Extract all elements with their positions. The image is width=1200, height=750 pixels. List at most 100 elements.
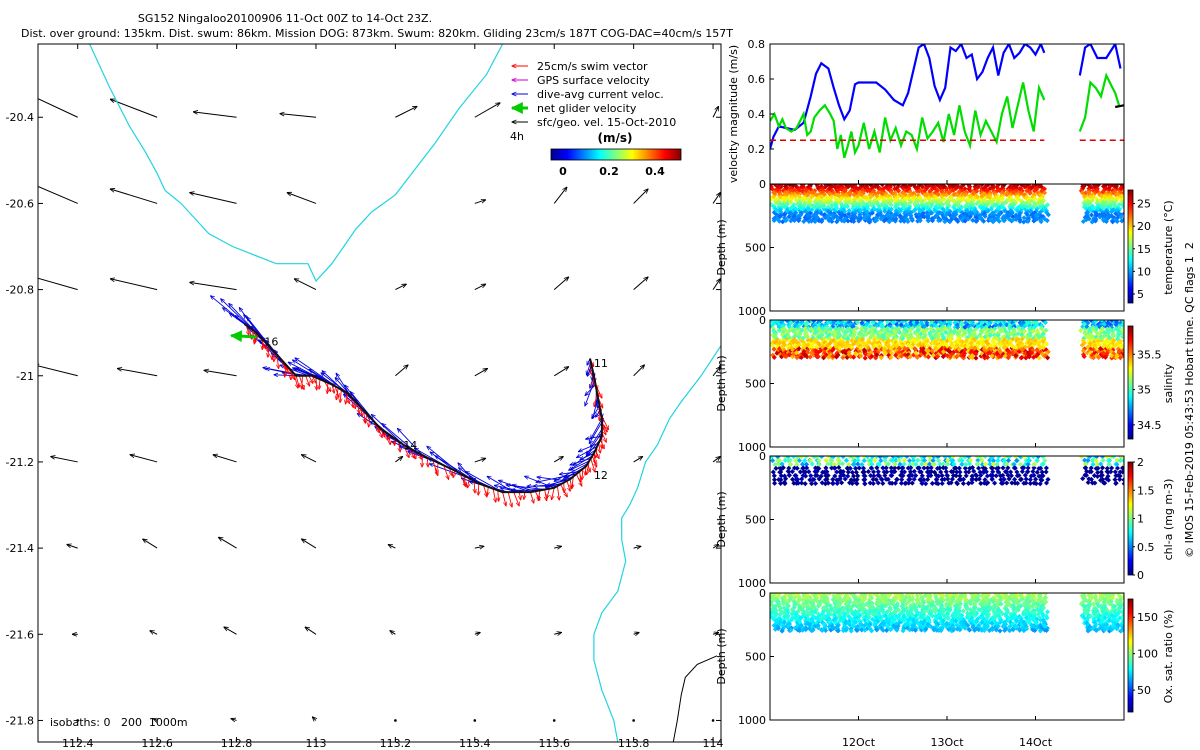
salinity-point	[1090, 355, 1097, 361]
salinity-point	[840, 355, 846, 361]
temperature-point	[1025, 218, 1031, 224]
chlorophyll-point	[880, 480, 886, 486]
chlorophyll-point	[996, 456, 1002, 460]
dac-vector	[459, 468, 484, 486]
swim-vector	[443, 465, 449, 479]
chlorophyll-point	[823, 457, 829, 463]
oxygen-point	[923, 626, 929, 632]
oxygen-point	[812, 609, 818, 615]
salinity-point	[998, 353, 1004, 359]
chlorophyll-point	[1043, 469, 1049, 475]
chlorophyll-point	[1113, 480, 1119, 486]
chlorophyll-point	[1100, 457, 1106, 463]
temperature-point	[791, 217, 797, 224]
chlorophyll-point	[987, 457, 993, 463]
surface-vector	[712, 545, 718, 549]
surface-vector	[294, 279, 317, 291]
swim-vector	[547, 488, 550, 499]
surface-vector	[395, 457, 402, 463]
salinity-point	[898, 322, 904, 328]
chlorophyll-point	[896, 465, 902, 471]
map-ytick-label: -21	[16, 370, 34, 383]
chlorophyll-point	[902, 480, 908, 486]
salinity-point	[863, 325, 869, 331]
map-ytick-label: -20.6	[6, 197, 34, 210]
salinity-point	[772, 339, 778, 345]
salinity-point	[912, 346, 918, 352]
salinity-colorbar-tick-label: 34.5	[1137, 419, 1162, 432]
temperature-point	[1033, 216, 1039, 223]
salinity-point	[836, 326, 842, 332]
salinity-point	[962, 347, 968, 353]
salinity-point	[1079, 342, 1085, 348]
legend-label-gps: GPS surface velocity	[537, 74, 650, 87]
surface-vector	[474, 546, 484, 548]
chlorophyll-point	[1005, 457, 1012, 464]
chlorophyll-point	[1106, 461, 1112, 467]
dac-vector	[466, 472, 503, 493]
salinity-point	[804, 354, 810, 360]
dac-vector	[586, 435, 602, 439]
chlorophyll-point	[1025, 465, 1031, 471]
oxygen-point	[815, 625, 821, 631]
oxygen-point	[808, 605, 814, 611]
salinity-point	[862, 355, 868, 361]
chlorophyll-point	[1021, 465, 1027, 471]
chlorophyll-point	[846, 461, 852, 467]
chlorophyll-point	[775, 456, 781, 460]
chlorophyll-point	[830, 476, 836, 482]
chlorophyll-point	[935, 457, 942, 464]
surface-vector	[712, 457, 720, 463]
chlorophyll-point	[1030, 456, 1036, 460]
map-axes: 112.4 112.6 112.8 113 113.2 113.4 113.6 113.8 11…	[6, 44, 724, 750]
map-frame	[37, 43, 722, 743]
oxygen-point	[922, 593, 929, 599]
oxygen-point	[816, 602, 823, 608]
temperature-point	[801, 202, 807, 208]
salinity-colorbar	[1127, 325, 1134, 440]
temperature-point	[1038, 184, 1044, 190]
oxygen-point	[899, 603, 905, 609]
surface-vector	[712, 279, 720, 290]
chlorophyll-point	[770, 458, 776, 464]
oxygen-point	[856, 608, 862, 614]
chlorophyll-point	[778, 473, 784, 479]
chlorophyll-point	[798, 456, 804, 460]
chlorophyll-point	[869, 461, 875, 467]
chlorophyll-point	[847, 456, 853, 460]
temperature-point	[1087, 207, 1093, 213]
salinity-point	[869, 353, 875, 359]
chlorophyll-point	[829, 465, 835, 471]
chlorophyll-point	[925, 476, 931, 483]
swim-vector	[599, 439, 604, 449]
surface-vector	[51, 457, 78, 463]
dac-vector	[580, 452, 595, 459]
temperature-point	[988, 206, 994, 212]
chlorophyll-point	[799, 476, 805, 482]
swim-vector	[534, 491, 540, 500]
surface-vector	[287, 193, 317, 204]
oxygen-point	[781, 619, 787, 625]
salinity-point	[963, 338, 970, 344]
swim-vector	[590, 458, 595, 471]
chlorophyll-point	[819, 456, 825, 460]
chlorophyll-point	[1114, 461, 1120, 467]
chlorophyll-point	[1098, 461, 1104, 467]
chlorophyll-point	[1000, 465, 1006, 471]
swim-vector	[345, 392, 347, 404]
dac-vector	[427, 446, 460, 474]
surface-vector	[553, 367, 568, 377]
oxygen-point	[816, 613, 822, 619]
chlorophyll-point	[1079, 456, 1085, 460]
surface-vector	[204, 370, 237, 377]
chlorophyll-point	[1040, 473, 1046, 479]
temperature-point	[1001, 217, 1007, 223]
chlorophyll-colorbar-tick-label: 2	[1137, 456, 1144, 469]
temperature-point	[1115, 191, 1121, 197]
chlorophyll-point	[1013, 456, 1019, 460]
chlorophyll-point	[954, 481, 960, 487]
chlorophyll-point	[836, 464, 842, 471]
salinity-point	[979, 336, 986, 342]
swim-vector	[545, 489, 547, 501]
